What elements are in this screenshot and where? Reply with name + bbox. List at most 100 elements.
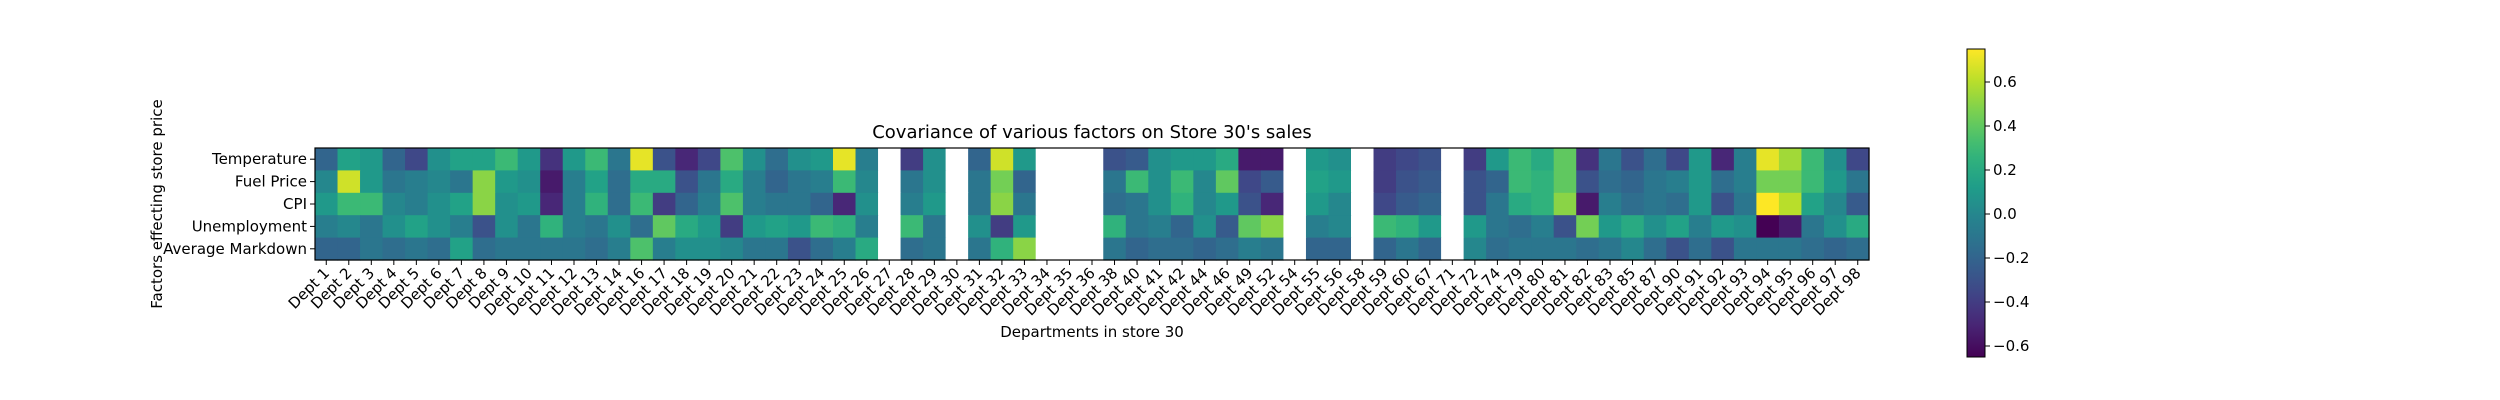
heatmap-cell <box>923 192 947 216</box>
y-tick-label: CPI <box>283 195 307 213</box>
heatmap-cell <box>765 215 789 239</box>
heatmap-cell <box>878 215 902 239</box>
heatmap-cell <box>1170 192 1194 216</box>
heatmap-cell <box>405 148 429 171</box>
y-axis-label: Factors effecting store price <box>148 99 166 308</box>
heatmap-cell <box>1351 215 1375 239</box>
heatmap-cell <box>1351 148 1375 171</box>
heatmap-cell <box>1328 170 1352 194</box>
heatmap-cell <box>1508 215 1532 239</box>
heatmap-cell <box>990 148 1014 171</box>
heatmap-cell <box>787 170 812 194</box>
heatmap-cell <box>607 170 631 194</box>
heatmap-cell <box>1756 215 1780 239</box>
heatmap-cell <box>1576 170 1600 194</box>
heatmap-cell <box>945 215 969 239</box>
heatmap-cell <box>923 148 947 171</box>
heatmap-cell <box>1778 237 1803 261</box>
heatmap-cell <box>1170 170 1194 194</box>
heatmap-cell <box>360 170 384 194</box>
heatmap-cell <box>630 170 654 194</box>
heatmap-cell <box>1418 148 1442 171</box>
heatmap-cell <box>1058 192 1082 216</box>
heatmap-cell <box>1508 170 1532 194</box>
heatmap-cell <box>517 148 541 171</box>
heatmap-cell <box>562 170 586 194</box>
heatmap-cell <box>1373 215 1397 239</box>
heatmap-cell <box>337 215 361 239</box>
heatmap-cell <box>607 237 631 261</box>
heatmap-cell <box>1598 148 1622 171</box>
heatmap-cell <box>765 237 789 261</box>
heatmap-cell <box>1373 170 1397 194</box>
heatmap-cell <box>1711 192 1735 216</box>
heatmap-cell <box>1463 215 1487 239</box>
heatmap-cell <box>585 237 609 261</box>
heatmap-cell <box>1328 215 1352 239</box>
heatmap-cell <box>810 215 834 239</box>
heatmap-cell <box>1643 215 1667 239</box>
heatmap-cell <box>1508 237 1532 261</box>
heatmap-cell <box>697 237 721 261</box>
heatmap-cell <box>652 192 676 216</box>
heatmap-cell <box>697 192 721 216</box>
heatmap-cell <box>1148 170 1172 194</box>
heatmap-cell <box>450 237 474 261</box>
heatmap-cell <box>1733 237 1757 261</box>
y-axis: Temperature Fuel Price CPI Unemployment Aver… <box>163 150 315 258</box>
heatmap-cell <box>405 192 429 216</box>
heatmap-cell <box>1801 215 1825 239</box>
heatmap-cell <box>720 148 744 171</box>
heatmap-cell <box>1418 237 1442 261</box>
heatmap-cell <box>630 192 654 216</box>
heatmap-cell <box>1238 192 1262 216</box>
heatmap-cell <box>1441 170 1465 194</box>
heatmap-cell <box>1621 237 1645 261</box>
heatmap-cell <box>337 148 361 171</box>
heatmap-cell <box>697 170 721 194</box>
heatmap-cell <box>517 237 541 261</box>
heatmap-cell <box>1148 215 1172 239</box>
heatmap-cell <box>1125 170 1149 194</box>
heatmap-cell <box>1238 148 1262 171</box>
heatmap-cell <box>833 192 857 216</box>
heatmap-cell <box>472 170 496 194</box>
heatmap-cell <box>1463 148 1487 171</box>
heatmap-cell <box>1080 215 1104 239</box>
heatmap-cell <box>990 215 1014 239</box>
heatmap-cell <box>720 192 744 216</box>
heatmap-cell <box>810 237 834 261</box>
heatmap-cell <box>472 237 496 261</box>
heatmap-cell <box>1396 215 1420 239</box>
heatmap-cell <box>900 192 924 216</box>
heatmap-cell <box>450 192 474 216</box>
heatmap-cell <box>1035 148 1059 171</box>
heatmap-cell <box>382 148 406 171</box>
heatmap-cell <box>652 237 676 261</box>
heatmap-cell <box>585 192 609 216</box>
heatmap-cell <box>1283 237 1307 261</box>
heatmap-cell <box>1260 215 1285 239</box>
heatmap-cell <box>1576 237 1600 261</box>
heatmap-cell <box>1396 148 1420 171</box>
heatmap-cell <box>1823 237 1848 261</box>
heatmap-cell <box>1711 237 1735 261</box>
colorbar-tick-label: 0.2 <box>1993 161 2017 179</box>
heatmap-cell <box>833 170 857 194</box>
heatmap-cell <box>1823 148 1848 171</box>
heatmap-cell <box>1823 192 1848 216</box>
heatmap-cell <box>1823 215 1848 239</box>
heatmap-cell <box>1351 170 1375 194</box>
heatmap-cell <box>1823 170 1848 194</box>
heatmap-cell <box>562 215 586 239</box>
heatmap-cell <box>900 170 924 194</box>
heatmap-cell <box>1733 148 1757 171</box>
heatmap-cell <box>1260 170 1285 194</box>
heatmap-cell <box>1305 192 1330 216</box>
heatmap-cell <box>675 215 699 239</box>
heatmap-cell <box>360 148 384 171</box>
heatmap-cell <box>1396 170 1420 194</box>
heatmap-cell <box>900 237 924 261</box>
y-tick-label: Fuel Price <box>235 173 307 191</box>
